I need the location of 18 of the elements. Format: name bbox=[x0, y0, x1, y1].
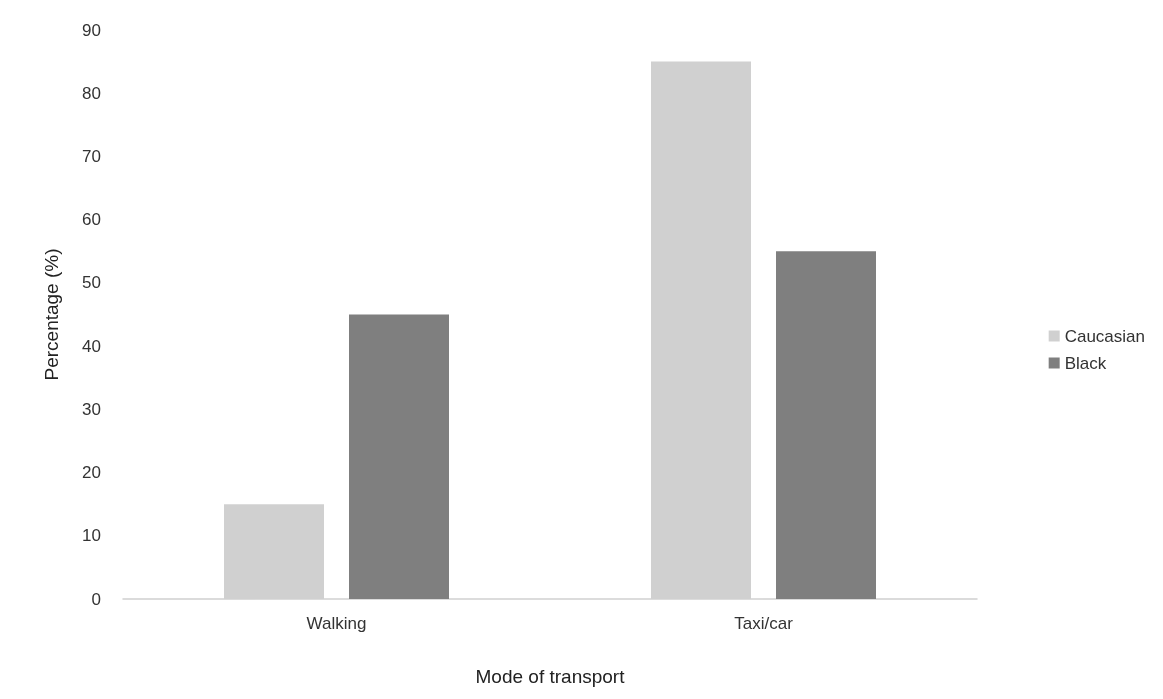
y-tick-label: 30 bbox=[82, 399, 101, 419]
x-axis-title: Mode of transport bbox=[475, 666, 626, 687]
y-tick-label: 10 bbox=[82, 526, 101, 546]
y-axis-title: Percentage (%) bbox=[41, 248, 62, 381]
x-tick-label: Walking bbox=[306, 614, 367, 633]
y-tick-label: 20 bbox=[82, 463, 101, 483]
legend-label: Caucasian bbox=[1064, 326, 1145, 346]
y-tick-label: 70 bbox=[82, 146, 101, 166]
y-tick-label: 0 bbox=[91, 589, 101, 609]
y-tick-label: 40 bbox=[82, 336, 101, 356]
y-tick-label: 90 bbox=[82, 20, 101, 40]
bar bbox=[776, 251, 876, 599]
y-tick-label: 80 bbox=[82, 83, 101, 103]
bar bbox=[349, 314, 449, 599]
x-tick-label: Taxi/car bbox=[734, 614, 794, 633]
legend-label: Black bbox=[1064, 353, 1107, 373]
y-tick-label: 50 bbox=[82, 273, 101, 293]
y-tick-label: 60 bbox=[82, 210, 101, 230]
